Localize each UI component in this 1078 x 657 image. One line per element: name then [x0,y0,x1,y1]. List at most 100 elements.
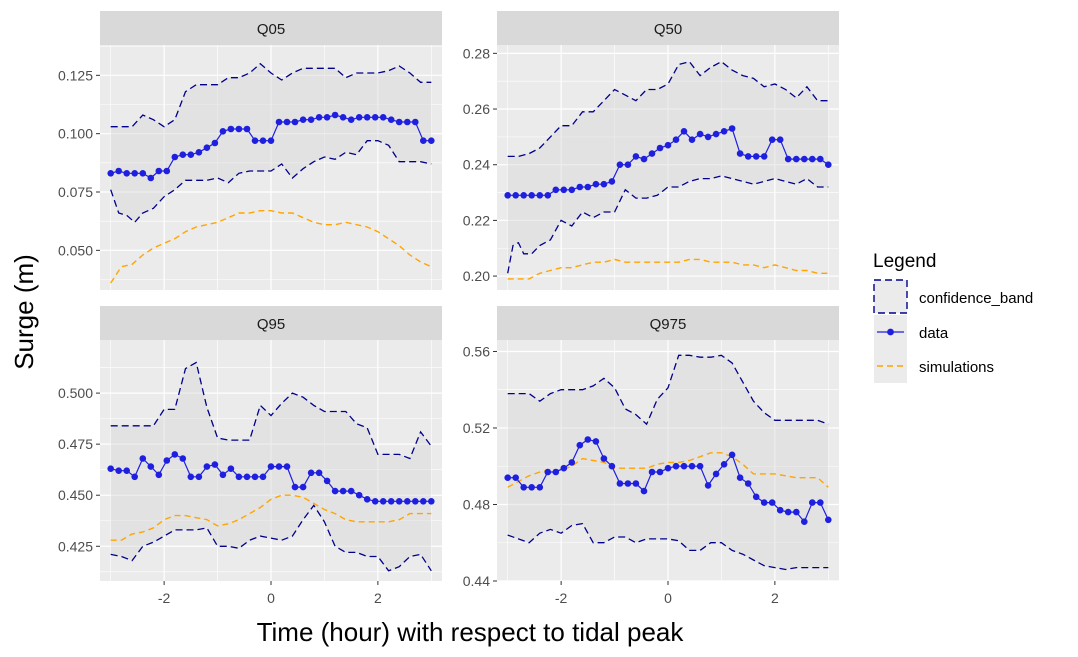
data-point [793,155,800,163]
data-point [227,465,235,473]
data-point [688,136,696,143]
data-point [283,118,291,126]
data-point [131,170,138,177]
legend-item-band: confidence_band [873,279,1033,314]
data-point [323,114,331,121]
data-point [560,186,568,194]
data-point [576,441,584,449]
data-point [171,451,179,458]
data-point [243,473,251,481]
legend-key-data-point [887,328,894,336]
data-point [632,480,640,487]
data-point [299,116,307,123]
data-point [307,116,315,123]
data-point [331,111,339,119]
data-point [283,463,291,470]
data-point [420,137,427,144]
data-point [107,170,114,177]
data-point [504,192,512,199]
confidence-band-fill [507,355,829,570]
data-point [584,436,592,443]
confidence-band-lower-line [507,175,829,274]
data-point [600,455,608,462]
data-point [179,151,187,158]
data-point [203,144,211,151]
data-point [387,116,395,123]
data-point [712,130,720,138]
y-tick-label: 0.22 [463,212,490,228]
data-point [219,471,227,479]
data-point [404,498,411,505]
data-point [387,498,395,505]
data-point [648,468,656,476]
data-point [568,186,576,194]
data-point [825,161,832,168]
legend-item-data: data [874,315,949,349]
data-point [825,516,832,524]
data-point [760,153,768,160]
data-point [752,493,760,501]
strip-label-q95: Q95 [257,316,285,333]
data-point [728,125,736,132]
y-tick-label: 0.500 [58,385,93,401]
data-point [404,118,411,126]
data-point [267,137,275,144]
y-tick-label: 0.075 [58,184,93,200]
y-tick-label: 0.26 [463,101,490,117]
x-tick-label: 2 [771,590,779,606]
confidence-band-lower-line [507,522,829,571]
data-point [801,518,808,525]
data-point [363,496,371,503]
confidence-band-upper-line [110,361,432,460]
legend-title: Legend [873,251,936,272]
data-point [640,155,648,163]
strip-label-q975: Q975 [650,316,687,333]
data-point [428,498,435,505]
data-point [203,463,211,470]
y-tick-label: 0.44 [463,573,490,589]
data-point [632,153,640,160]
data-point [139,455,147,462]
y-tick-label: 0.425 [58,538,93,554]
data-point [528,484,535,491]
data-point [704,482,712,489]
data-point [544,192,552,199]
data-point [728,451,736,459]
strip-q50 [497,11,839,45]
data-point [347,116,355,123]
data-point [163,457,171,464]
data-point [227,125,235,133]
x-tick-label: -2 [555,590,568,606]
data-point [504,474,512,482]
data-point [187,473,195,481]
data-point [412,498,419,505]
data-point [171,153,179,161]
x-tick-label: 0 [664,590,672,606]
data-point [315,114,323,121]
data-point [809,155,816,163]
data-point [219,128,227,135]
data-point [616,480,624,487]
data-point [704,133,712,141]
data-point [211,461,219,468]
data-point [664,141,672,149]
data-point [363,114,371,121]
strip-label-q05: Q05 [257,21,285,38]
data-point [187,151,195,158]
data-point [259,473,267,481]
confidence-band-fill [507,61,829,274]
data-point [616,161,624,168]
data-point [291,118,299,126]
y-tick-label: 0.050 [58,242,93,258]
data-point [744,153,752,160]
x-tick-label: 0 [267,590,275,606]
data-point [155,167,163,175]
data-point [428,137,435,144]
data-point [608,178,616,185]
data-point [736,474,744,482]
y-tick-label: 0.125 [58,67,93,83]
data-point [752,153,760,160]
data-point [560,464,568,472]
confidence-band-upper-line [110,62,432,128]
data-point [760,499,768,506]
